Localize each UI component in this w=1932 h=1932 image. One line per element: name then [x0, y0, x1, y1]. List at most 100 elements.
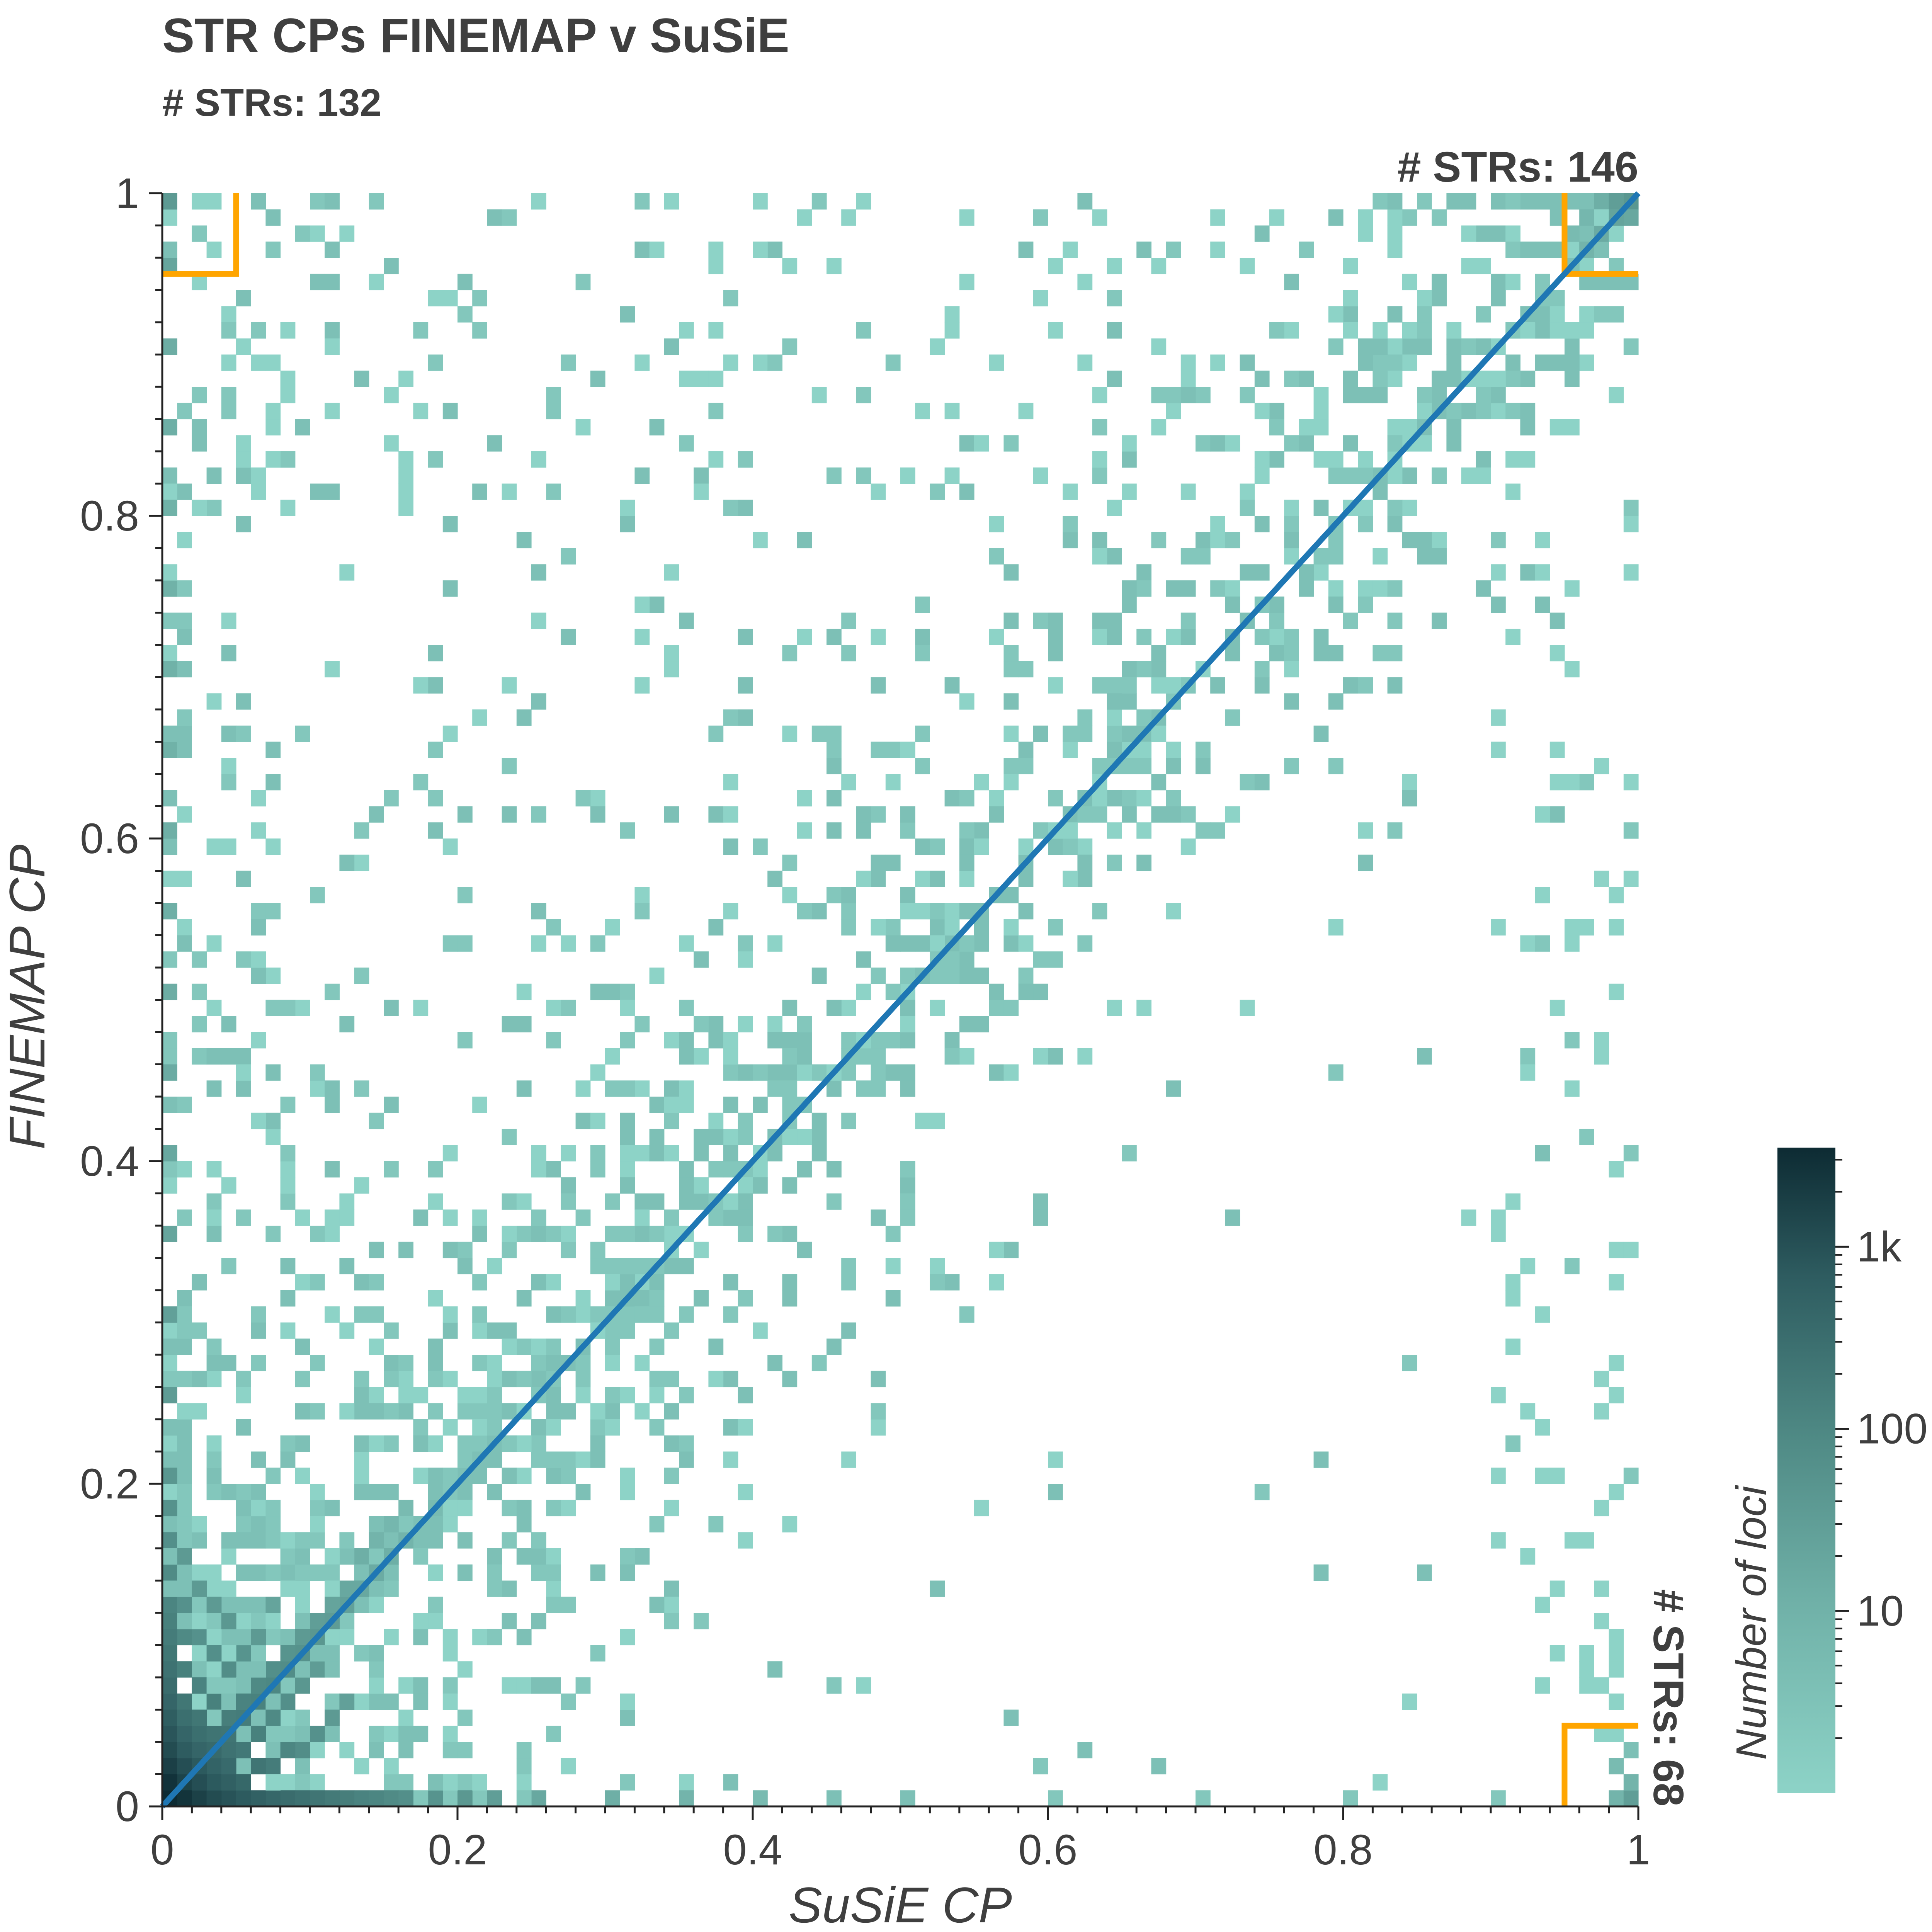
heatmap-cell — [1343, 467, 1358, 484]
heatmap-cell — [664, 564, 679, 581]
heatmap-cell — [767, 1080, 782, 1097]
heatmap-cell — [295, 1403, 310, 1420]
heatmap-cell — [1328, 467, 1344, 484]
x-tick-label: 1 — [1626, 1826, 1650, 1874]
heatmap-cell — [1491, 1468, 1506, 1484]
heatmap-cell — [738, 451, 753, 468]
heatmap-cell — [782, 1290, 798, 1307]
heatmap-cell — [325, 322, 340, 339]
heatmap-cell — [1565, 919, 1580, 936]
heatmap-cell — [502, 1322, 517, 1339]
heatmap-cell — [1092, 387, 1107, 403]
heatmap-cell — [413, 1693, 429, 1710]
heatmap-cell — [531, 1274, 546, 1291]
heatmap-cell — [900, 1064, 915, 1081]
heatmap-cell — [1284, 516, 1299, 532]
heatmap-cell — [590, 1419, 605, 1436]
heatmap-cell — [192, 1774, 207, 1791]
heatmap-cell — [413, 774, 429, 791]
heatmap-cell — [1358, 209, 1373, 226]
heatmap-cell — [1402, 532, 1417, 549]
heatmap-cell — [1372, 483, 1388, 500]
heatmap-cell — [192, 419, 207, 435]
heatmap-cell — [206, 1790, 222, 1807]
heatmap-cell — [457, 1451, 473, 1468]
heatmap-cell — [310, 1564, 325, 1581]
heatmap-cell — [457, 887, 473, 903]
heatmap-cell — [162, 500, 177, 516]
heatmap-cell — [546, 1677, 561, 1694]
heatmap-cell — [1520, 1403, 1536, 1420]
heatmap-cell — [679, 1774, 694, 1791]
heatmap-cell — [1225, 596, 1240, 613]
heatmap-cell — [1196, 822, 1211, 839]
heatmap-cell — [649, 1516, 665, 1532]
heatmap-cell — [723, 1274, 738, 1291]
heatmap-cell — [1225, 709, 1240, 726]
heatmap-cell — [1417, 322, 1432, 339]
heatmap-cell — [236, 1790, 251, 1807]
heatmap-cell — [1594, 209, 1609, 226]
heatmap-cell — [989, 1000, 1004, 1016]
heatmap-cell — [1535, 1468, 1550, 1484]
heatmap-cell — [1609, 1274, 1624, 1291]
heatmap-cell — [723, 354, 738, 371]
heatmap-cell — [1048, 1790, 1063, 1807]
heatmap-cell — [561, 935, 576, 952]
heatmap-cell — [1535, 306, 1550, 323]
heatmap-cell — [310, 1226, 325, 1242]
heatmap-cell — [177, 1661, 192, 1678]
heatmap-cell — [1107, 371, 1122, 387]
heatmap-cell — [236, 1645, 251, 1662]
heatmap-cell — [221, 838, 236, 855]
heatmap-cell — [1565, 1080, 1580, 1097]
heatmap-cell — [1254, 371, 1270, 387]
heatmap-cell — [959, 483, 975, 500]
heatmap-cell — [620, 1693, 635, 1710]
heatmap-cell — [590, 1645, 605, 1662]
heatmap-cell — [1358, 516, 1373, 532]
heatmap-cell — [1313, 451, 1329, 468]
heatmap-cell — [1594, 306, 1609, 323]
heatmap-cell — [280, 1548, 296, 1565]
heatmap-cell — [442, 1468, 458, 1484]
heatmap-cell — [885, 742, 901, 758]
heatmap-cell — [1549, 354, 1565, 371]
heatmap-cell — [679, 1306, 694, 1323]
heatmap-cell — [384, 435, 399, 452]
heatmap-cell — [442, 1629, 458, 1646]
heatmap-cell — [325, 983, 340, 1000]
heatmap-cell — [251, 1661, 266, 1678]
heatmap-cell — [1565, 661, 1580, 678]
heatmap-cell — [428, 1564, 443, 1581]
heatmap-cell — [472, 1403, 487, 1420]
heatmap-cell — [398, 1790, 413, 1807]
heatmap-cell — [295, 1435, 310, 1452]
heatmap-cell — [767, 1032, 782, 1049]
heatmap-cell — [856, 983, 871, 1000]
heatmap-cell — [1343, 290, 1358, 306]
heatmap-cell — [251, 1516, 266, 1532]
heatmap-cell — [280, 1790, 296, 1807]
heatmap-cell — [442, 1693, 458, 1710]
heatmap-cell — [620, 1258, 635, 1274]
heatmap-cell — [1003, 1242, 1019, 1259]
heatmap-cell — [354, 822, 369, 839]
heatmap-cell — [206, 1435, 222, 1452]
heatmap-cell — [251, 1484, 266, 1500]
heatmap-cell — [1387, 371, 1403, 387]
heatmap-cell — [236, 1629, 251, 1646]
heatmap-cell — [974, 968, 989, 984]
heatmap-cell — [1372, 1774, 1388, 1791]
heatmap-cell — [679, 612, 694, 629]
heatmap-cell — [575, 790, 591, 807]
heatmap-cell — [457, 1242, 473, 1259]
heatmap-cell — [1136, 242, 1151, 258]
heatmap-cell — [1417, 387, 1432, 403]
heatmap-cell — [1505, 629, 1520, 645]
heatmap-cell — [841, 774, 856, 791]
heatmap-cell — [162, 338, 177, 355]
heatmap-cell — [1417, 403, 1432, 420]
heatmap-cell — [1063, 742, 1078, 758]
heatmap-cell — [546, 1451, 561, 1468]
